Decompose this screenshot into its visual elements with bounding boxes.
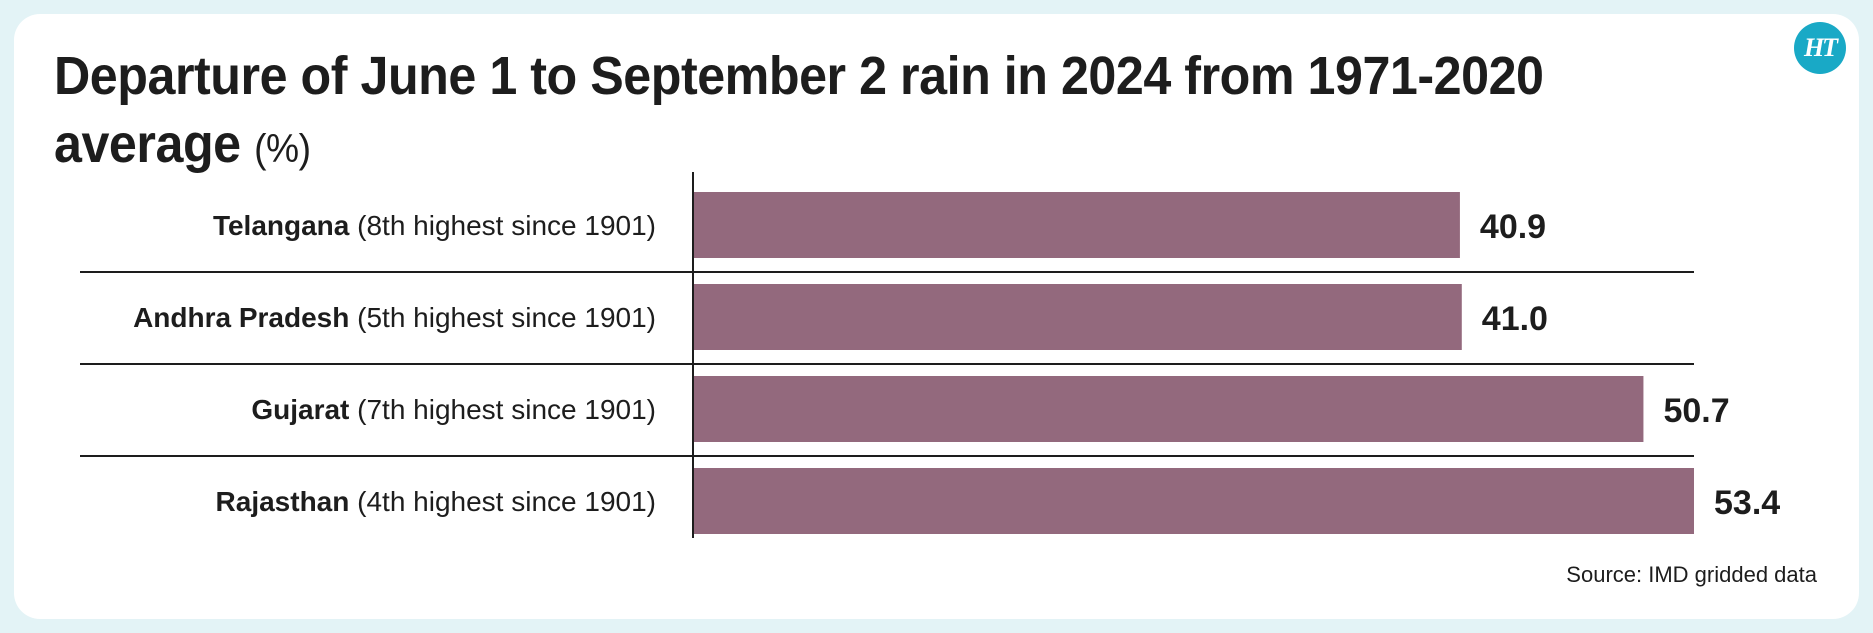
category-note: (5th highest since 1901) <box>349 302 656 333</box>
category-name: Rajasthan <box>216 486 350 517</box>
category-label: Rajasthan (4th highest since 1901) <box>216 486 656 517</box>
bar <box>694 376 1644 442</box>
category-note: (4th highest since 1901) <box>349 486 656 517</box>
bar <box>694 284 1462 350</box>
value-label: 40.9 <box>1480 208 1546 246</box>
value-label: 50.7 <box>1663 392 1729 430</box>
title-text: Departure of June 1 to September 2 rain … <box>54 46 1544 174</box>
bar <box>694 192 1460 258</box>
category-name: Telangana <box>213 210 350 241</box>
chart-title: Departure of June 1 to September 2 rain … <box>54 42 1635 183</box>
bar <box>694 468 1694 534</box>
category-label: Gujarat (7th highest since 1901) <box>251 394 656 425</box>
category-label: Andhra Pradesh (5th highest since 1901) <box>133 302 656 333</box>
category-label: Telangana (8th highest since 1901) <box>213 210 656 241</box>
category-name: Andhra Pradesh <box>133 302 349 333</box>
title-unit: (%) <box>254 127 311 171</box>
source-note: Source: IMD gridded data <box>1566 562 1817 587</box>
category-name: Gujarat <box>251 394 349 425</box>
ht-logo: HT <box>1794 22 1846 74</box>
value-label: 41.0 <box>1482 300 1548 338</box>
category-note: (7th highest since 1901) <box>349 394 656 425</box>
value-label: 53.4 <box>1714 484 1780 522</box>
category-note: (8th highest since 1901) <box>349 210 656 241</box>
